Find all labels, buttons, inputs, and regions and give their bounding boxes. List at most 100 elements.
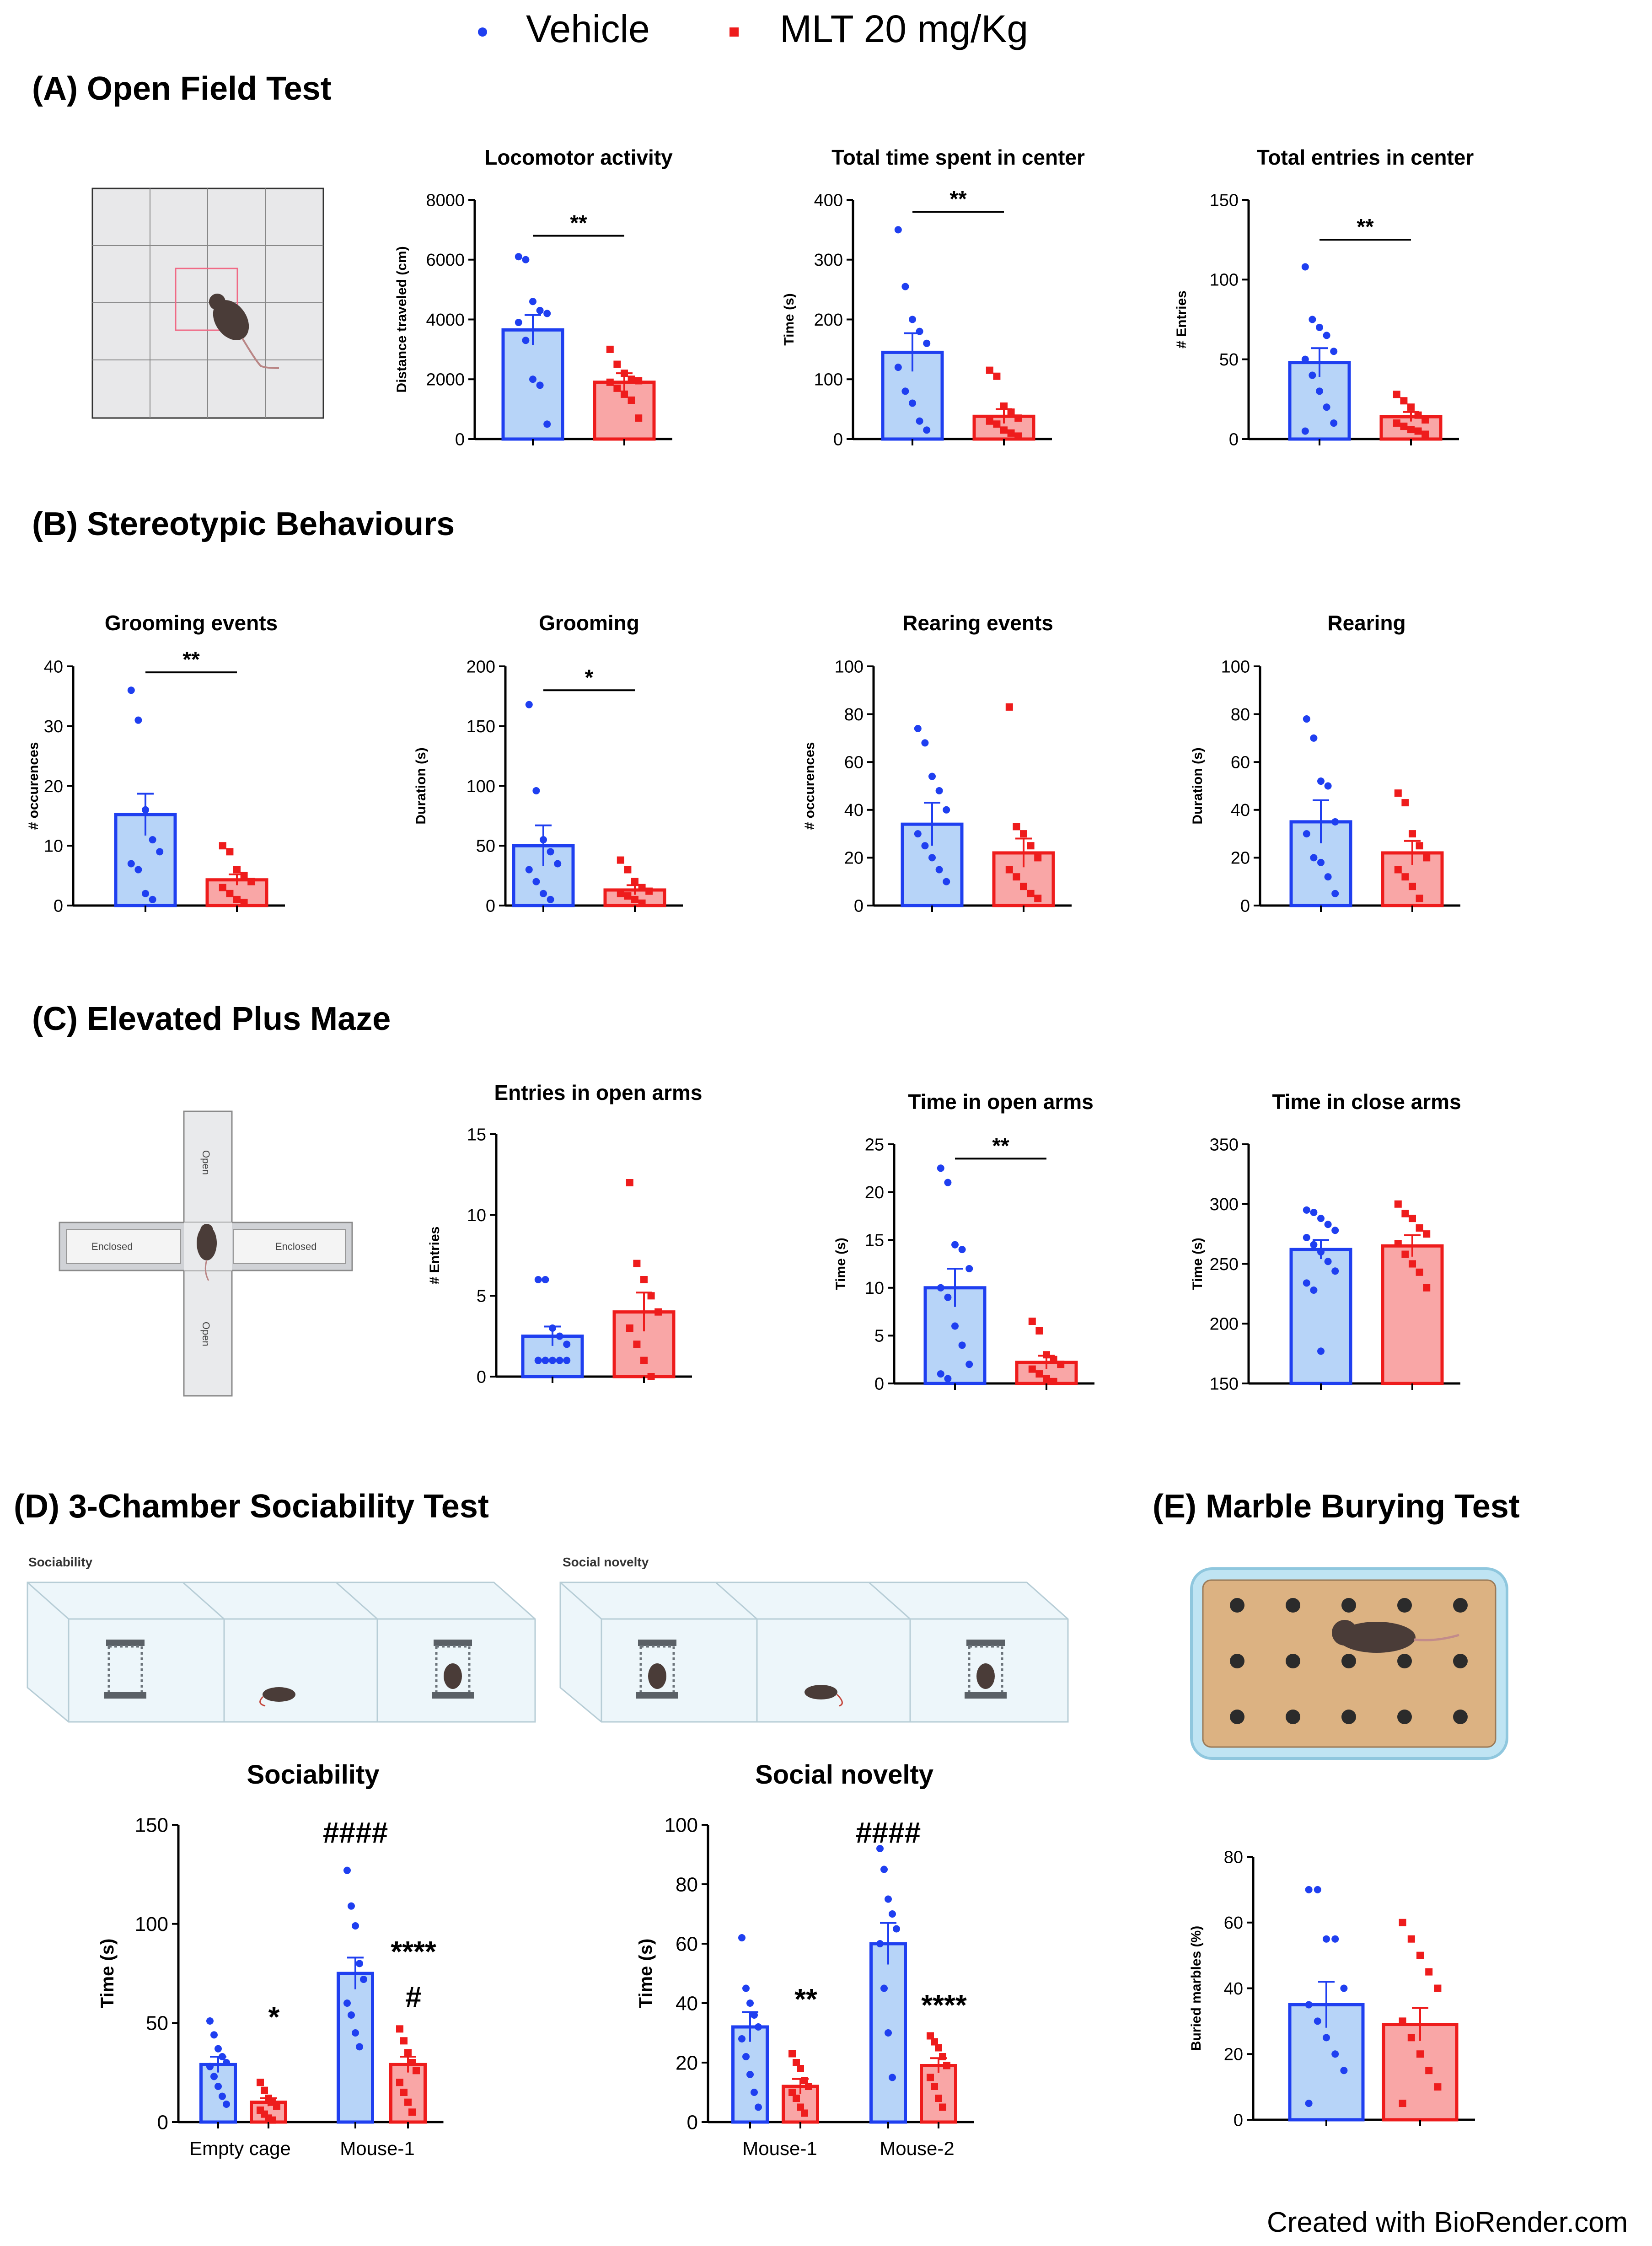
- data-point-vehicle: [1305, 2100, 1313, 2107]
- data-point-mlt: [1421, 430, 1429, 438]
- marble: [1286, 1710, 1300, 1724]
- data-point-vehicle: [965, 1361, 973, 1368]
- data-point-mlt: [1000, 426, 1008, 434]
- y-tick-label: 40: [1224, 1979, 1243, 1999]
- data-point-mlt: [793, 2095, 800, 2102]
- significance-label: ****: [921, 1989, 967, 2021]
- data-point-mlt: [935, 2044, 942, 2052]
- data-point-vehicle: [1324, 873, 1332, 881]
- data-point-vehicle: [1323, 332, 1330, 339]
- y-tick-label: 100: [814, 370, 843, 390]
- y-tick-label: 0: [1234, 2111, 1243, 2130]
- data-point-mlt: [628, 375, 635, 383]
- data-point-mlt: [1407, 403, 1415, 411]
- x-category-label: Mouse-2: [880, 2138, 954, 2159]
- chart-sociability: 0 50 100 150 Time (s) Sociability Empty cage Mo…: [97, 1760, 444, 2159]
- y-axis-label: Time (s): [782, 293, 797, 345]
- data-point-vehicle: [134, 866, 142, 874]
- data-point-vehicle: [532, 787, 540, 794]
- data-point-mlt: [219, 884, 226, 891]
- chart-open_entries: 0 5 10 15 # Entries Entries in open arms: [427, 1081, 703, 1387]
- data-point-mlt: [261, 2086, 268, 2094]
- y-tick-label: 100: [135, 1913, 168, 1935]
- y-tick-label: 30: [44, 717, 63, 736]
- y-axis-label: Duration (s): [1190, 747, 1205, 824]
- data-point-mlt: [226, 890, 234, 897]
- data-point-vehicle: [880, 1865, 888, 1873]
- data-point-mlt: [1409, 1260, 1416, 1268]
- data-point-vehicle: [894, 226, 902, 234]
- x-category-label: Mouse-1: [340, 2138, 414, 2159]
- data-point-vehicle: [742, 2053, 750, 2060]
- data-point-vehicle: [536, 381, 544, 389]
- data-point-vehicle: [1330, 419, 1338, 427]
- data-point-mlt: [240, 872, 248, 879]
- y-tick-label: 0: [854, 896, 864, 916]
- data-point-vehicle: [529, 298, 536, 306]
- data-point-vehicle: [352, 1922, 359, 1930]
- data-point-mlt: [943, 2062, 950, 2069]
- y-tick-label: 400: [814, 191, 843, 210]
- data-point-vehicle: [1309, 371, 1316, 379]
- data-point-vehicle: [923, 339, 931, 347]
- data-point-mlt: [1400, 397, 1408, 405]
- data-point-vehicle: [149, 836, 156, 844]
- data-point-vehicle: [536, 306, 544, 314]
- y-tick-label: 80: [676, 1873, 698, 1896]
- y-axis-label: # Entries: [1174, 290, 1189, 348]
- three-chamber-sociability-illustration: Sociability: [27, 1555, 536, 1723]
- data-point-mlt: [927, 2032, 934, 2040]
- x-category-label: Empty cage: [189, 2138, 291, 2159]
- data-point-vehicle: [1301, 355, 1309, 363]
- mouse-icon: [209, 294, 279, 369]
- data-point-mlt: [1421, 416, 1429, 424]
- data-point-vehicle: [1303, 830, 1310, 838]
- data-point-mlt: [219, 842, 226, 850]
- y-tick-label: 40: [1231, 801, 1250, 820]
- data-point-vehicle: [1323, 2034, 1330, 2042]
- data-point-vehicle: [556, 1356, 563, 1364]
- data-point-vehicle: [1316, 387, 1323, 395]
- data-point-vehicle: [1310, 1241, 1318, 1249]
- cup-icon-right-novelty: [965, 1640, 1007, 1699]
- data-point-vehicle: [901, 387, 909, 395]
- data-point-vehicle: [1324, 782, 1332, 790]
- data-point-mlt: [631, 895, 638, 903]
- data-point-vehicle: [549, 1356, 556, 1364]
- data-point-mlt: [1020, 883, 1027, 890]
- data-point-mlt: [1000, 402, 1008, 410]
- data-point-vehicle: [515, 253, 522, 261]
- data-point-mlt: [624, 866, 632, 874]
- data-point-vehicle: [1310, 734, 1318, 742]
- data-point-mlt: [240, 899, 248, 906]
- significance-label: **: [182, 648, 200, 672]
- y-tick-label: 0: [1229, 430, 1239, 449]
- data-point-mlt: [1393, 419, 1400, 427]
- y-tick-label: 20: [844, 849, 864, 868]
- data-point-vehicle: [547, 895, 554, 903]
- legend-marker-vehicle: [478, 27, 487, 37]
- data-point-vehicle: [529, 375, 536, 383]
- y-tick-label: 80: [844, 705, 864, 724]
- y-tick-label: 300: [814, 251, 843, 270]
- marbles-group: [1230, 1598, 1468, 1724]
- y-tick-label: 50: [146, 2012, 168, 2035]
- data-point-vehicle: [909, 316, 916, 323]
- y-tick-label: 150: [1210, 191, 1239, 210]
- data-point-mlt: [1399, 2017, 1406, 2025]
- chart-title: Grooming: [539, 611, 639, 635]
- data-point-vehicle: [223, 2101, 230, 2108]
- data-point-mlt: [1425, 2067, 1433, 2074]
- data-point-mlt: [1401, 799, 1409, 807]
- data-point-mlt: [1020, 830, 1027, 838]
- data-point-mlt: [1043, 1375, 1050, 1383]
- data-point-vehicle: [1305, 2001, 1313, 2009]
- data-point-vehicle: [547, 848, 554, 856]
- data-point-vehicle: [928, 854, 936, 862]
- data-point-vehicle: [1317, 1215, 1325, 1222]
- y-axis-label: Time (s): [833, 1238, 848, 1290]
- data-point-vehicle: [943, 806, 950, 814]
- y-tick-label: 20: [676, 2052, 698, 2074]
